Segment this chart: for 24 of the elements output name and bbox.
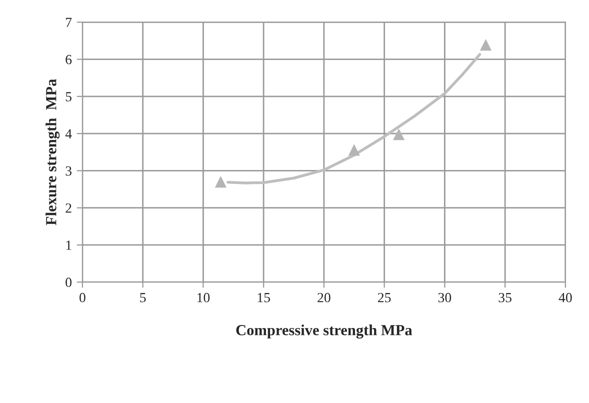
x-tick-label: 5 — [140, 293, 146, 302]
point — [214, 176, 227, 188]
x-tick-label: 10 — [197, 292, 210, 302]
x-tick-label: 35 — [498, 292, 512, 302]
point — [480, 39, 492, 51]
y-tick-label: 6 — [66, 54, 72, 64]
y-tick-label: 1 — [66, 240, 72, 250]
x-tick-label: 15 — [258, 292, 270, 302]
y-axis-title: Flexure strength MPa — [46, 79, 60, 226]
y-tick-label: 0 — [66, 278, 72, 288]
x-tick-label: 20 — [318, 292, 330, 302]
point — [393, 128, 405, 140]
y-tick-label: 3 — [66, 166, 72, 176]
line-series — [226, 53, 482, 184]
y-tick-label: 7 — [66, 18, 72, 27]
x-tick-label: 25 — [378, 292, 391, 302]
point — [348, 144, 360, 156]
x-tick-label: 30 — [438, 292, 452, 302]
x-tick-label: 0 — [80, 292, 86, 302]
y-tick-label: 2 — [66, 203, 72, 213]
x-tick-label: 40 — [558, 292, 572, 302]
y-tick-label: 5 — [66, 92, 72, 102]
y-tick-label: 4 — [65, 129, 72, 138]
x-axis-title: Compressive strength MPa — [236, 324, 412, 339]
